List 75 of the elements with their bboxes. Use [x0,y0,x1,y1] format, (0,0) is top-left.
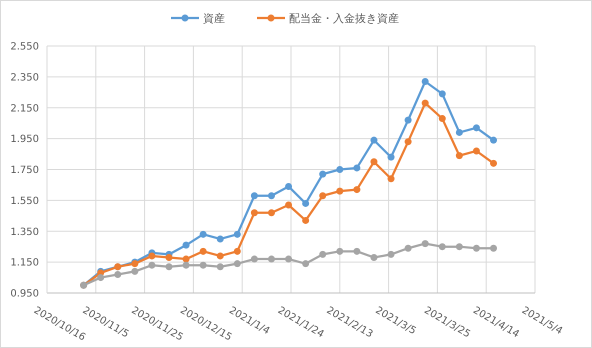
y-tick-label: 2.150 [10,103,39,114]
point [472,124,480,132]
point [422,78,429,86]
point [250,192,258,200]
point [353,164,360,172]
point [388,154,395,161]
point [438,90,446,98]
point [182,256,190,263]
point [285,256,292,263]
legend-label: 資産 [203,12,225,25]
point [336,166,344,173]
point [456,243,463,250]
point [131,268,138,275]
point [148,252,156,260]
point [302,260,310,268]
point [336,188,344,195]
y-tick-label: 0.950 [10,288,39,300]
point [472,147,480,154]
point [438,115,446,122]
point [182,242,190,249]
y-tick-label: 1.150 [10,258,39,269]
point [490,160,498,167]
point [404,244,412,252]
point [456,152,463,160]
point [353,186,360,194]
point [268,192,275,200]
point [388,175,395,182]
y-tick-label: 2.350 [10,72,39,84]
point [302,200,310,207]
point [268,256,275,263]
point [336,248,344,255]
point [370,158,378,166]
point [216,263,224,270]
point [456,128,463,136]
point [97,274,104,282]
point [234,248,241,255]
point [319,170,326,178]
point [200,262,207,269]
point [370,254,378,261]
y-tick-label: 1.350 [10,226,39,238]
point [234,230,241,238]
point [166,254,172,261]
point [268,209,275,216]
point [404,116,412,124]
point [422,100,429,107]
legend-label: 配当金・入金抜き資産 [289,12,399,25]
point [234,260,241,268]
point [250,209,258,216]
point [353,248,360,255]
point [285,202,292,209]
point [216,235,224,242]
point [200,230,207,238]
point [319,192,326,200]
point [404,138,412,146]
point [302,216,310,224]
point [422,240,429,248]
y-tick-label: 1.950 [10,134,39,146]
point [182,262,190,269]
point [285,182,292,190]
point [490,244,498,252]
point [166,263,172,270]
point [472,244,480,252]
point [319,250,326,258]
point [370,136,378,144]
point [148,262,156,269]
point [216,252,224,260]
point [438,243,446,250]
point [114,270,122,278]
y-tick-label: 2.550 [10,42,39,52]
point [388,250,395,258]
y-tick-label: 1.550 [10,196,39,207]
point [250,256,258,263]
point [490,136,498,144]
y-tick-label: 1.750 [10,165,39,176]
point [200,248,207,255]
